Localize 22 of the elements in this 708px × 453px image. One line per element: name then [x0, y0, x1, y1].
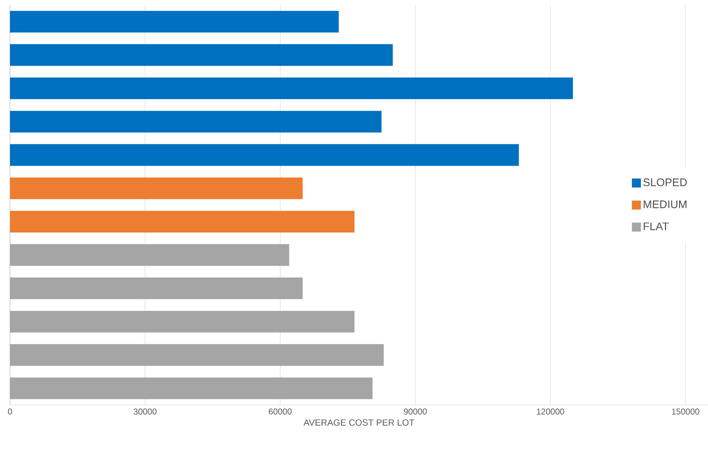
legend-label: MEDIUM [644, 200, 686, 208]
bar [10, 310, 354, 333]
x-tick-label: 60000 [268, 408, 292, 415]
bar [10, 10, 339, 32]
bar [10, 244, 290, 266]
bar [10, 144, 519, 166]
bar [10, 210, 354, 233]
bar [10, 278, 303, 300]
x-tick-label: 90000 [404, 408, 427, 415]
x-tick-label: 30000 [134, 408, 157, 415]
bar [10, 344, 384, 366]
bar [10, 178, 303, 200]
legend-label: SLOPED [643, 178, 687, 186]
bar [10, 78, 573, 100]
x-tick-label: 150000 [672, 408, 700, 415]
x-tick-label: 120000 [536, 408, 564, 415]
bar [10, 44, 393, 66]
bar [10, 378, 373, 400]
bar [10, 110, 382, 133]
x-tick-label: 0 [8, 408, 12, 415]
legend-label: FLAT [644, 222, 669, 230]
x-axis-title: AVERAGE COST PER LOT [304, 419, 414, 426]
